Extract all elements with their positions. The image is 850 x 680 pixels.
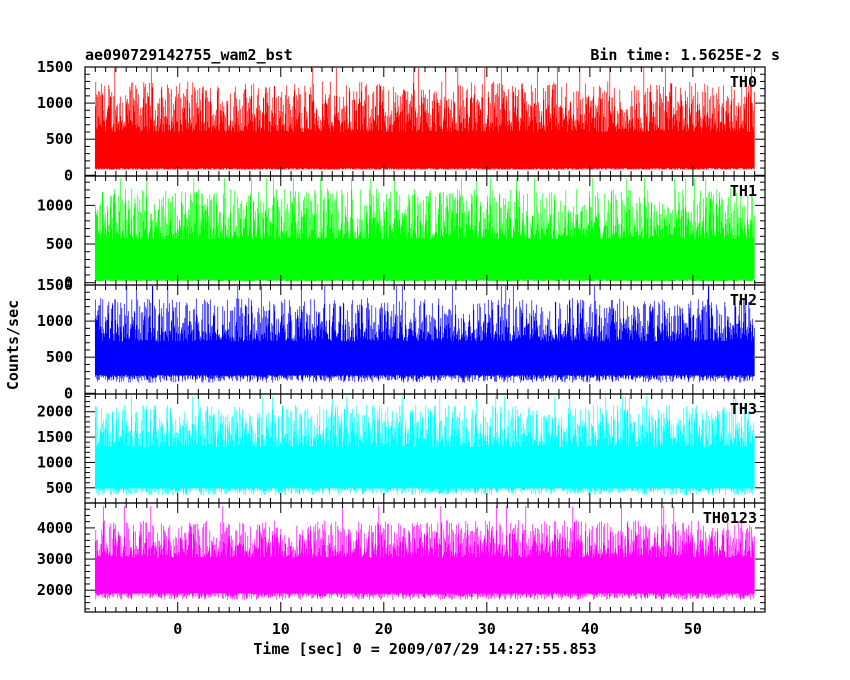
y-tick-label: 0 [64,166,73,184]
y-tick-label: 1500 [37,58,73,76]
panel-th3: 500 1000 1500 2000 TH3 [37,393,766,504]
panels-group: 050010001500TH005001000TH1050010001500TH… [37,58,766,638]
series-trace-th3 [94,396,755,496]
panel-label-th2: TH2 [730,291,757,309]
x-tick-label: 10 [272,620,290,638]
x-tick-label: 50 [684,620,702,638]
y-tick-label: 500 [46,348,73,366]
y-tick-label: 0 [64,384,73,402]
y-tick-label: 2000 [37,581,73,599]
panel-th1: 0 500 1000 TH1 [37,175,766,292]
x-tick-label: 30 [478,620,496,638]
y-tick-label: 0 [64,274,73,292]
panel-th0: 0 500 1000 1500 TH0 [37,58,766,184]
y-tick-label: 1000 [37,453,73,471]
y-tick-label: 500 [46,130,73,148]
panel-label-th0: TH0 [730,73,757,91]
y-tick-label: 500 [46,479,73,497]
y-tick-label: 2000 [37,403,73,421]
y-tick-label: 3000 [37,550,73,568]
series-trace-th1 [94,178,755,282]
y-tick-label: 4000 [37,519,73,537]
panel-th0123: 2000 3000 4000 TH0123 0 10 20 30 40 50 [37,502,766,638]
series-trace-th0 [94,68,755,170]
y-tick-label: 500 [46,235,73,253]
y-tick-label: 1000 [37,312,73,330]
panel-label-th0123: TH0123 [703,509,757,527]
y-tick-label: 1500 [37,276,73,294]
y-axis-label: Counts/sec [4,300,22,390]
x-tick-label: 40 [581,620,599,638]
y-tick-label: 1000 [37,94,73,112]
x-tick-label: 0 [173,620,182,638]
panel-label-th3: TH3 [730,400,757,418]
bin-time-label: Bin time: 1.5625E-2 s [590,46,780,64]
y-tick-label: 1000 [37,196,73,214]
series-trace-th0123 [94,506,755,600]
chart-title: ae090729142755_wam2_bst [85,46,293,64]
panel-th2: 0 500 1000 1500 TH2 [37,276,766,402]
series-trace-th2 [94,286,755,383]
x-tick-label: 20 [375,620,393,638]
y-tick-label: 1500 [37,428,73,446]
panel-label-th1: TH1 [730,182,757,200]
x-axis-label: Time [sec] 0 = 2009/07/29 14:27:55.853 [253,640,596,658]
